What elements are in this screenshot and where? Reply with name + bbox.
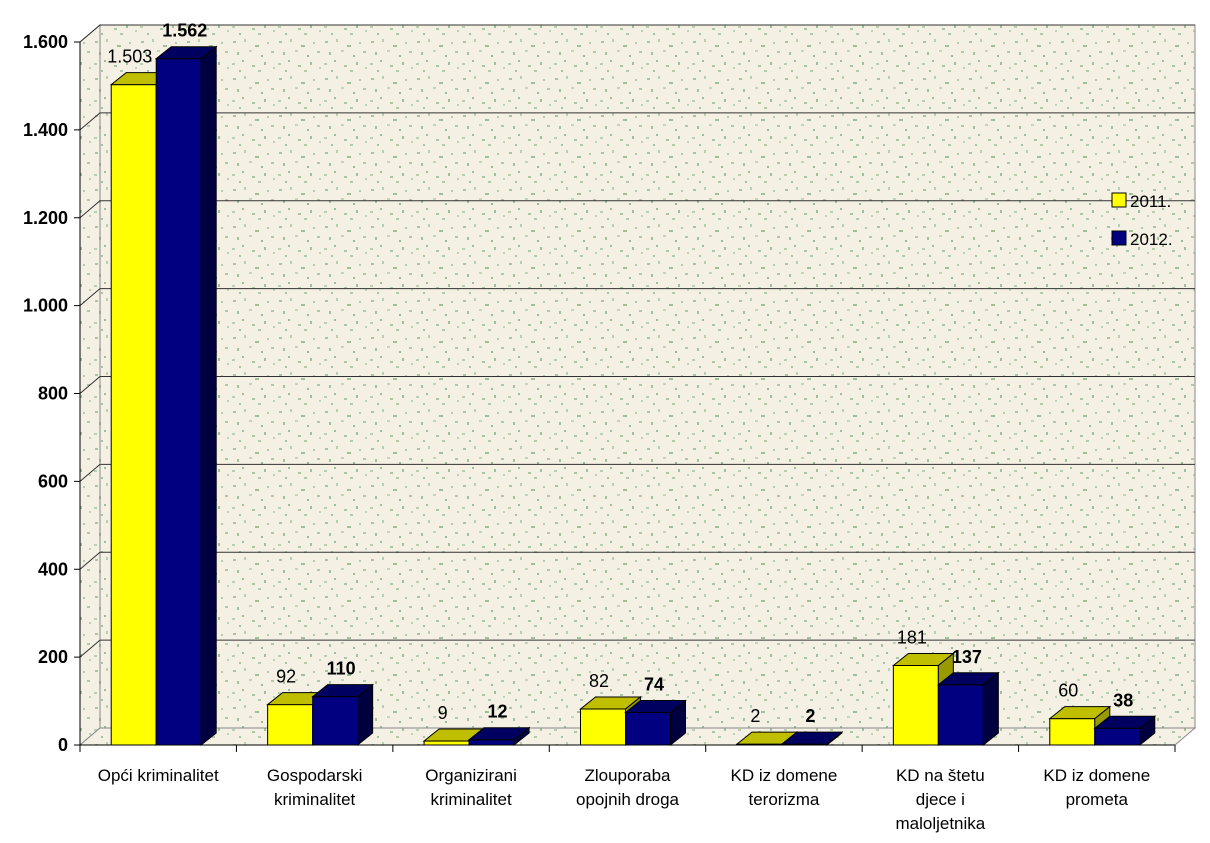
data-label: 74 — [644, 674, 664, 694]
bar-2012-6 — [1093, 715, 1157, 747]
data-label: 12 — [488, 702, 508, 722]
data-labels: 1.503 1.562 92 110 9 12 82 74 2 2 181 137 60 38 — [107, 21, 1133, 726]
y-tick-label: 800 — [38, 384, 68, 404]
bar-side — [357, 683, 374, 747]
data-label: 137 — [952, 647, 982, 667]
plot-walls — [78, 23, 1197, 747]
bar-front — [110, 84, 157, 746]
x-tick-label: KD na štetu djece i maloljetnika — [895, 766, 985, 833]
bar-side — [826, 731, 843, 747]
bar-front — [468, 739, 515, 746]
bar-side — [670, 699, 686, 747]
gridline — [79, 463, 1195, 482]
bar-front — [155, 58, 202, 746]
y-tick-label: 1.400 — [23, 120, 68, 140]
bar-front — [312, 696, 359, 746]
data-label: 2 — [750, 706, 760, 726]
data-label: 38 — [1113, 690, 1133, 710]
y-tick-label: 1.200 — [23, 208, 68, 228]
data-label: 60 — [1058, 681, 1078, 701]
bar-2012-1 — [311, 683, 375, 747]
legend-label: 2011. — [1130, 192, 1171, 211]
gridline — [79, 24, 1195, 43]
bar-2012-4 — [780, 731, 844, 747]
legend-swatch — [1111, 230, 1127, 246]
bar-front — [1049, 718, 1096, 746]
bar-2012-2 — [467, 726, 531, 747]
legend: 2011. 2012. — [1111, 192, 1173, 249]
gridline — [79, 200, 1195, 219]
data-label: 92 — [276, 667, 296, 687]
bar-2012-3 — [624, 699, 687, 747]
x-tick-label: Organizirani kriminalitet — [425, 766, 517, 809]
bars — [109, 45, 1157, 747]
bar-front — [580, 708, 626, 746]
y-tick-label: 200 — [38, 647, 68, 667]
bar-front — [937, 684, 984, 746]
bar-side — [513, 726, 530, 747]
gridlines — [79, 24, 1195, 658]
gridline — [79, 639, 1195, 658]
bar-front — [625, 711, 671, 746]
x-tick-label: Zlouporaba opojnih droga — [576, 766, 680, 809]
gridline — [79, 112, 1195, 131]
data-label: 110 — [327, 659, 356, 679]
bar-front — [1094, 727, 1141, 746]
x-tick-label: Gospodarski kriminalitet — [267, 766, 362, 809]
data-label: 9 — [438, 703, 448, 723]
bar-front — [423, 740, 470, 746]
data-label: 181 — [897, 627, 927, 647]
x-tick-label: KD iz domene terorizma — [731, 766, 838, 809]
bar-2012-5 — [936, 671, 1000, 747]
x-tick-label: Opći kriminalitet — [98, 766, 219, 785]
bar-side — [200, 45, 217, 747]
data-label: 2 — [805, 706, 815, 726]
bar-2012-0 — [154, 45, 218, 747]
data-label: 1.562 — [162, 21, 207, 41]
y-tick-label: 400 — [38, 559, 68, 579]
y-tick-label: 1.600 — [23, 32, 68, 52]
data-label: 1.503 — [107, 47, 152, 67]
gridline — [79, 376, 1195, 394]
axes: 0 200 400 600 800 1.000 1.200 1.400 1.600 Opći kr… — [23, 32, 1176, 833]
x-tick-label: KD iz domene prometa — [1043, 766, 1150, 809]
bar-side — [1139, 715, 1156, 747]
bar-front — [892, 664, 939, 746]
bar-side — [982, 671, 999, 747]
y-tick-label: 1.000 — [23, 296, 68, 316]
data-label: 82 — [589, 671, 609, 691]
y-tick-label: 0 — [58, 735, 68, 755]
gridline — [79, 551, 1195, 570]
y-tick-label: 600 — [38, 471, 68, 491]
legend-swatch — [1111, 192, 1127, 208]
gridline — [79, 288, 1195, 307]
legend-label: 2012. — [1130, 230, 1173, 249]
bar-front — [267, 704, 314, 746]
